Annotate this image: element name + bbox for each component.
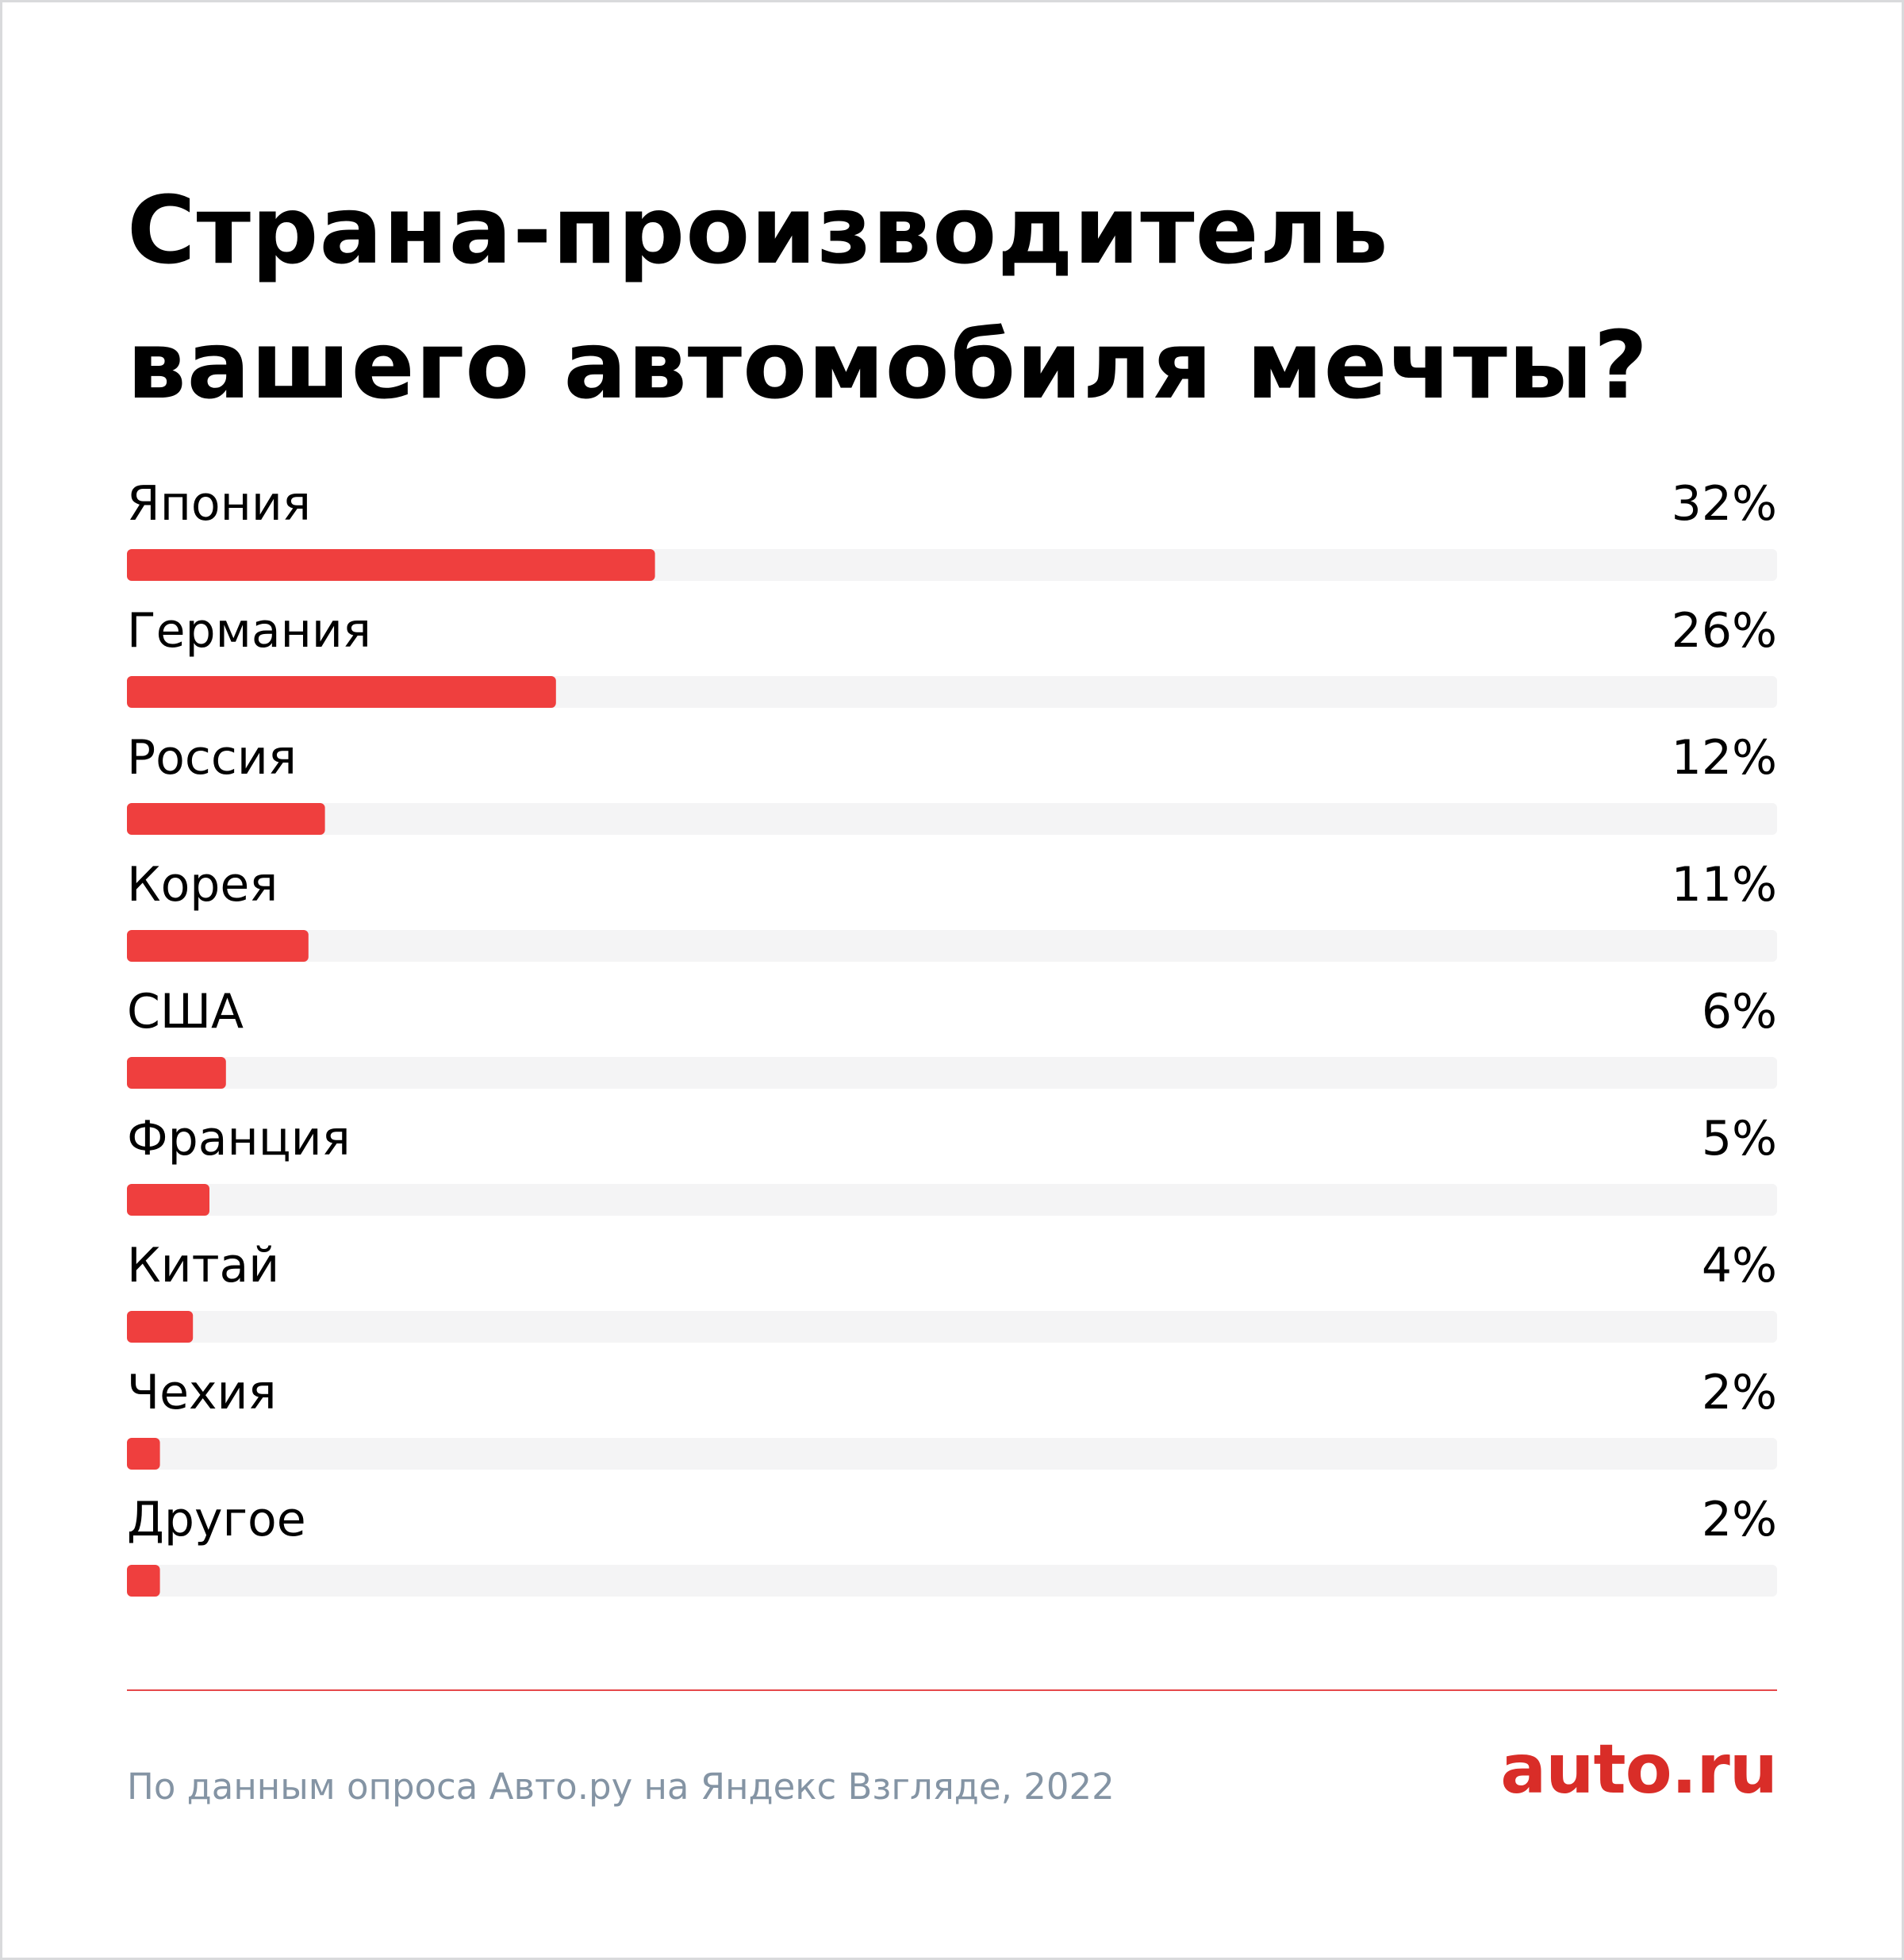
category-label: США: [127, 984, 244, 1040]
category-label: Другое: [127, 1492, 306, 1547]
value-label: 2%: [1702, 1492, 1777, 1547]
value-label: 5%: [1702, 1111, 1777, 1166]
auto-ru-logo: auto.ru: [1500, 1730, 1778, 1809]
category-label: Чехия: [127, 1365, 277, 1420]
bar-5: [127, 1184, 209, 1216]
title-line-2: вашего автомобиля мечты?: [127, 310, 1649, 420]
bar-8: [127, 1565, 160, 1597]
value-label: 6%: [1702, 984, 1777, 1040]
category-label: Россия: [127, 730, 297, 786]
footer-divider: [127, 1689, 1777, 1691]
value-label: 11%: [1672, 857, 1777, 913]
value-label: 12%: [1672, 730, 1777, 786]
chart-title: Страна-производитель вашего автомобиля м…: [127, 163, 1649, 432]
value-label: 4%: [1702, 1238, 1777, 1293]
bar-6: [127, 1311, 194, 1343]
category-label: Германия: [127, 603, 371, 659]
category-label: Корея: [127, 857, 278, 913]
category-label: Япония: [127, 476, 311, 532]
title-line-1: Страна-производитель: [127, 175, 1389, 285]
source-note: По данным опроса Авто.ру на Яндекс Взгля…: [127, 1766, 1115, 1808]
category-label: Китай: [127, 1238, 279, 1293]
bar-0: [127, 549, 655, 581]
value-label: 26%: [1672, 603, 1777, 659]
bar-track: [127, 1184, 1777, 1216]
bar-4: [127, 1057, 226, 1089]
bar-track: [127, 1311, 1777, 1343]
category-label: Франция: [127, 1111, 351, 1166]
value-label: 2%: [1702, 1365, 1777, 1420]
bar-track: [127, 1438, 1777, 1470]
bar-3: [127, 930, 309, 962]
bar-track: [127, 1057, 1777, 1089]
bar-1: [127, 676, 556, 708]
bar-7: [127, 1438, 160, 1470]
bar-track: [127, 1565, 1777, 1597]
bar-2: [127, 803, 325, 835]
bar-track: [127, 930, 1777, 962]
bar-track: [127, 803, 1777, 835]
value-label: 32%: [1672, 476, 1777, 532]
